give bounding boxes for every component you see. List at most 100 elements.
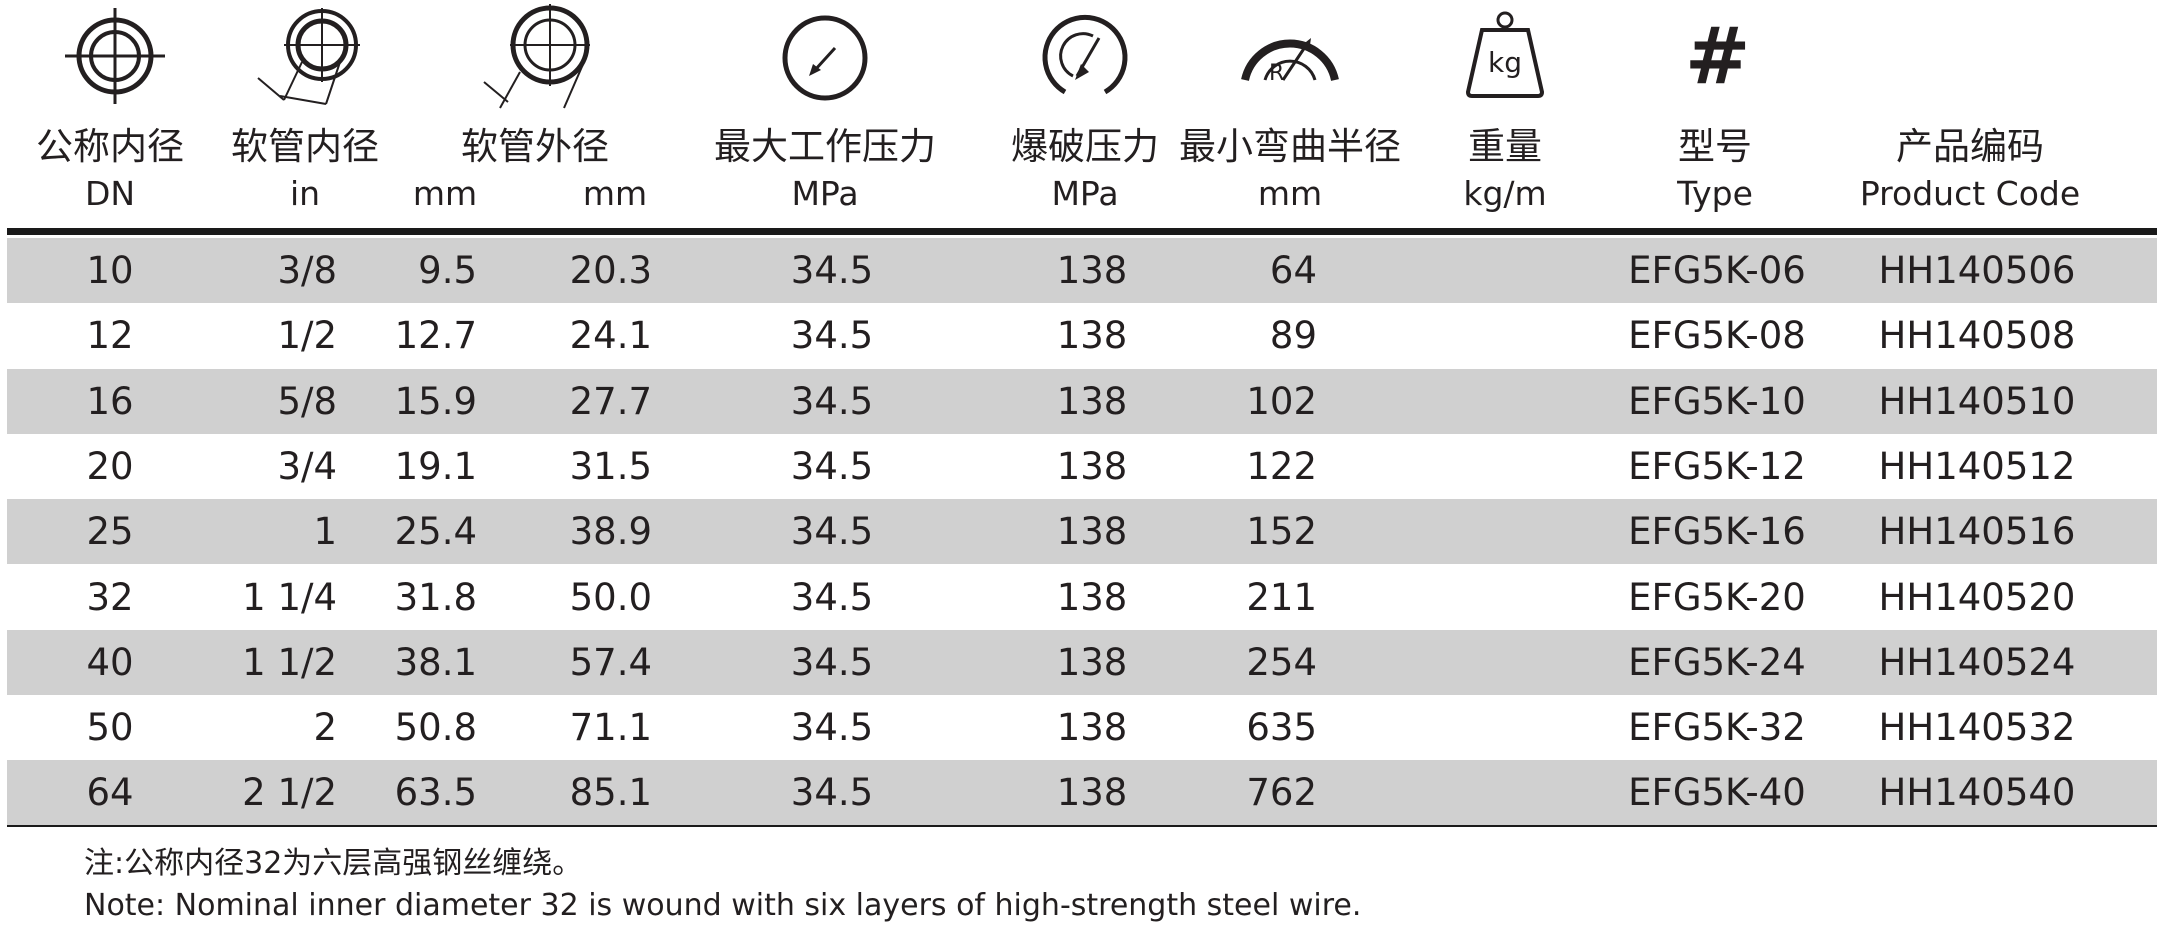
bend-radius-icon: R <box>1235 0 1345 115</box>
cell-inner-mm: 63.5 <box>394 771 477 815</box>
cell-inner-in: 2 1/2 <box>242 771 337 815</box>
cell-burst-pressure: 138 <box>1056 771 1128 815</box>
cell-working-pressure: 34.5 <box>790 314 874 358</box>
pressure-gauge-icon <box>775 0 875 115</box>
cell-type: EFG5K-12 <box>1628 444 1806 488</box>
cell-dn: 50 <box>86 706 134 750</box>
table-row: 50 2 50.8 71.1 34.5 138 635 EFG5K-32 HH140532 <box>7 695 2157 760</box>
cell-dn: 32 <box>86 575 134 619</box>
cell-inner-in: 1 1/2 <box>242 640 337 684</box>
cell-product-code: HH140532 <box>1878 706 2076 750</box>
cell-working-pressure: 34.5 <box>790 771 874 815</box>
note-en: Note: Nominal inner diameter 32 is wound… <box>84 888 1362 923</box>
cell-outer-mm: 31.5 <box>569 444 652 488</box>
cell-inner-mm: 31.8 <box>394 575 477 619</box>
cell-bend-radius: 254 <box>1246 640 1317 684</box>
cell-inner-mm: 25.4 <box>394 510 477 554</box>
cell-weight <box>1442 499 1582 564</box>
cell-burst-pressure: 138 <box>1056 706 1128 750</box>
table-row: 20 3/4 19.1 31.5 34.5 138 122 EFG5K-12 HH140512 <box>7 434 2157 499</box>
cell-inner-in: 3/8 <box>277 249 337 292</box>
cell-product-code: HH140508 <box>1878 314 2076 358</box>
cell-weight <box>1442 695 1582 760</box>
cell-type: EFG5K-32 <box>1628 706 1806 750</box>
table-row: 16 5/8 15.9 27.7 34.5 138 102 EFG5K-10 HH140510 <box>7 368 2157 434</box>
cell-dn: 64 <box>86 771 134 815</box>
cell-inner-mm: 12.7 <box>394 314 477 358</box>
cell-working-pressure: 34.5 <box>790 379 874 423</box>
cell-product-code: HH140512 <box>1878 444 2076 488</box>
cell-bend-radius: 635 <box>1246 706 1317 750</box>
cell-inner-mm: 19.1 <box>394 444 477 488</box>
header-id-mm: mm <box>412 174 478 213</box>
svg-text:R: R <box>1269 61 1284 86</box>
cell-working-pressure: 34.5 <box>790 249 874 292</box>
table-row: 40 1 1/2 38.1 57.4 34.5 138 254 EFG5K-24 HH14052… <box>7 629 2157 695</box>
cell-weight <box>1442 630 1582 695</box>
cell-type: EFG5K-24 <box>1628 640 1806 684</box>
hose-inner-diameter-icon <box>250 0 380 115</box>
cell-outer-mm: 27.7 <box>569 379 652 423</box>
hose-outer-diameter-icon <box>480 0 610 115</box>
cell-working-pressure: 34.5 <box>790 575 874 619</box>
cell-burst-pressure: 138 <box>1056 510 1128 554</box>
cell-dn: 40 <box>86 640 134 684</box>
header-inner-diameter-zh: 软管内径 <box>231 125 379 168</box>
cell-weight <box>1442 303 1582 368</box>
header-working-pressure-zh: 最大工作压力 <box>714 125 936 168</box>
cell-bend-radius: 89 <box>1269 314 1317 358</box>
cell-weight <box>1442 369 1582 434</box>
cell-outer-mm: 50.0 <box>569 575 652 619</box>
cell-outer-mm: 85.1 <box>569 771 652 815</box>
cell-outer-mm: 38.9 <box>569 510 652 554</box>
cell-inner-in: 1 <box>313 510 337 554</box>
cell-weight <box>1442 434 1582 499</box>
cell-working-pressure: 34.5 <box>790 640 874 684</box>
table-row: 64 2 1/2 63.5 85.1 34.5 138 762 EFG5K-40 HH14054… <box>7 760 2157 826</box>
table-row: 10 3/8 9.5 20.3 34.5 138 64 EFG5K-06 HH140506 <box>7 238 2157 303</box>
cell-outer-mm: 57.4 <box>569 640 652 684</box>
table-row: 25 1 25.4 38.9 34.5 138 152 EFG5K-16 HH140516 <box>7 499 2157 565</box>
cell-outer-mm: 71.1 <box>569 706 652 750</box>
crosshair-icon <box>55 0 175 115</box>
cell-burst-pressure: 138 <box>1056 444 1128 488</box>
cell-type: EFG5K-08 <box>1628 314 1806 358</box>
cell-inner-mm: 15.9 <box>394 379 477 423</box>
header-weight-en: kg/m <box>1463 174 1547 213</box>
cell-inner-in: 5/8 <box>277 379 337 423</box>
note-zh: 注:公称内径32为六层高强钢丝缠绕。 <box>84 846 583 881</box>
hash-icon: # <box>1685 12 1751 102</box>
header-burst-pressure-zh: 爆破压力 <box>1011 125 1159 168</box>
cell-burst-pressure: 138 <box>1056 314 1128 358</box>
cell-inner-in: 3/4 <box>277 444 337 488</box>
hash-symbol: # <box>1685 12 1751 102</box>
cell-product-code: HH140516 <box>1878 510 2076 554</box>
cell-dn: 16 <box>86 379 134 423</box>
cell-product-code: HH140540 <box>1878 771 2076 815</box>
cell-product-code: HH140524 <box>1878 640 2076 684</box>
cell-working-pressure: 34.5 <box>790 510 874 554</box>
cell-bend-radius: 211 <box>1246 575 1317 619</box>
cell-burst-pressure: 138 <box>1056 575 1128 619</box>
cell-working-pressure: 34.5 <box>790 706 874 750</box>
cell-dn: 10 <box>86 249 134 292</box>
burst-pressure-icon <box>1035 0 1135 115</box>
cell-bend-radius: 64 <box>1269 249 1317 292</box>
header-working-pressure-en: MPa <box>791 174 859 213</box>
header-product-code-zh: 产品编码 <box>1896 125 2044 168</box>
table-row: 32 1 1/4 31.8 50.0 34.5 138 211 EFG5K-20 HH14052… <box>7 565 2157 630</box>
cell-type: EFG5K-20 <box>1628 575 1806 619</box>
cell-inner-mm: 9.5 <box>418 249 477 292</box>
table-row: 12 1/2 12.7 24.1 34.5 138 89 EFG5K-08 HH140508 <box>7 303 2157 368</box>
header-outer-diameter-zh: 软管外径 <box>461 125 609 168</box>
cell-type: EFG5K-16 <box>1628 510 1806 554</box>
cell-burst-pressure: 138 <box>1056 640 1128 684</box>
header-weight-zh: 重量 <box>1468 125 1542 168</box>
cell-outer-mm: 24.1 <box>569 314 652 358</box>
cell-working-pressure: 34.5 <box>790 444 874 488</box>
cell-burst-pressure: 138 <box>1056 249 1128 292</box>
cell-type: EFG5K-40 <box>1628 771 1806 815</box>
table-top-rule <box>7 228 2157 235</box>
cell-inner-mm: 38.1 <box>394 640 477 684</box>
cell-product-code: HH140506 <box>1878 249 2076 292</box>
